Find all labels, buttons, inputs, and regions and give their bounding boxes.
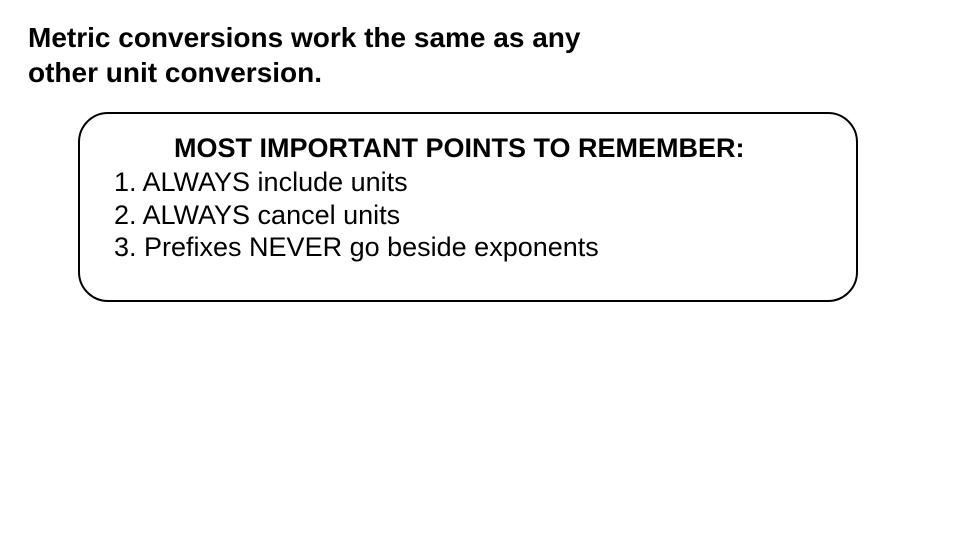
callout-list: 1. ALWAYS include units 2. ALWAYS cancel… [114, 166, 836, 263]
list-item: 2. ALWAYS cancel units [114, 199, 836, 231]
list-item: 3. Prefixes NEVER go beside exponents [114, 231, 836, 263]
callout-title: MOST IMPORTANT POINTS TO REMEMBER: [114, 132, 836, 164]
list-item: 1. ALWAYS include units [114, 166, 836, 198]
callout-box: MOST IMPORTANT POINTS TO REMEMBER: 1. AL… [78, 112, 858, 302]
slide-heading: Metric conversions work the same as any … [28, 20, 628, 90]
